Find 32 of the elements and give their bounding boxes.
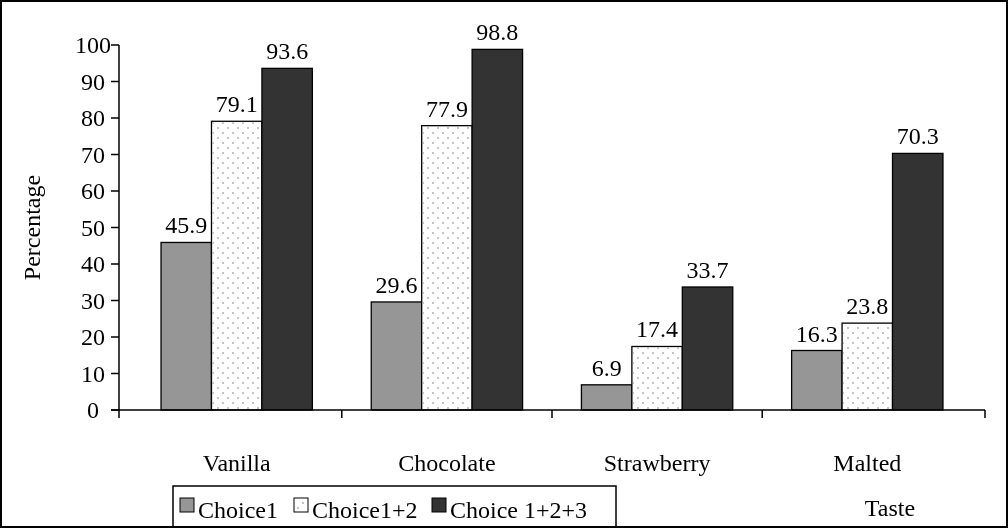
data-label: 33.7: [686, 256, 729, 283]
legend-label: Choice 1+2+3: [450, 497, 588, 523]
data-label: 77.9: [425, 95, 468, 122]
data-label: 16.3: [795, 320, 838, 347]
data-label: 93.6: [266, 38, 309, 65]
legend-label: Choice1+2: [312, 497, 418, 523]
x-tick-label: Strawberry: [603, 450, 711, 476]
data-label: 23.8: [846, 293, 889, 320]
x-tick-label: Vanilla: [202, 450, 272, 476]
y-tick-label: 50: [81, 214, 105, 241]
y-tick-label: 40: [81, 251, 105, 277]
y-tick-label: 80: [81, 105, 105, 131]
x-tick-label: Chocolate: [398, 450, 496, 476]
y-tick-label: 60: [81, 178, 105, 204]
data-label: 17.4: [636, 316, 679, 343]
x-axis-title: Taste: [864, 495, 916, 521]
data-label: 98.8: [476, 19, 519, 46]
data-label: 70.3: [896, 123, 939, 150]
data-label: 79.1: [215, 91, 258, 118]
data-label: 45.9: [165, 212, 208, 239]
y-tick-label: 20: [81, 324, 105, 350]
y-tick-label: 100: [75, 32, 111, 58]
y-tick-label: 10: [81, 360, 105, 387]
x-tick-label: Malted: [833, 450, 902, 476]
y-tick-label: 70: [81, 141, 105, 168]
legend-label: Choice1: [198, 497, 278, 523]
y-tick-label: 90: [81, 68, 105, 95]
data-label: 6.9: [591, 354, 622, 381]
y-tick-label: 0: [87, 397, 99, 423]
y-axis-title: Percentage: [19, 174, 45, 281]
y-tick-label: 30: [81, 287, 105, 314]
data-label: 29.6: [375, 271, 418, 298]
